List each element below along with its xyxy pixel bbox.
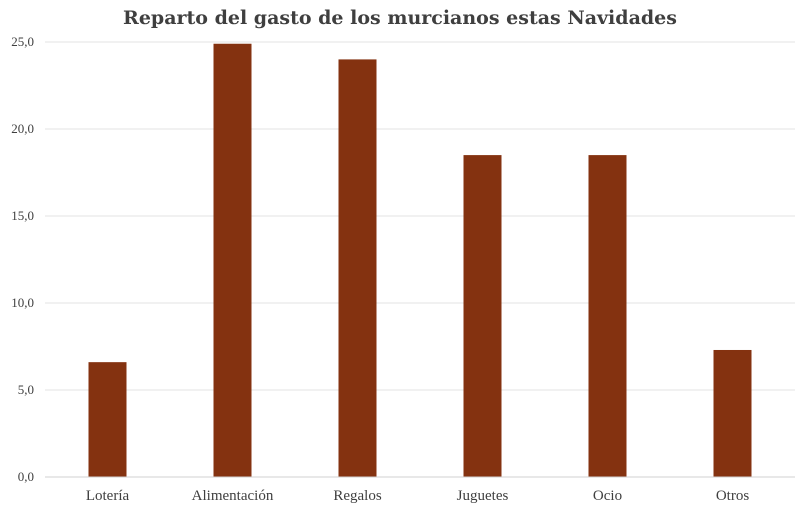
x-category-label: Ocio <box>593 488 622 504</box>
x-category-label: Juguetes <box>457 488 509 504</box>
x-category-label: Regalos <box>333 488 381 504</box>
x-category-label: Alimentación <box>192 488 274 504</box>
y-tick-label: 5,0 <box>18 382 34 397</box>
y-tick-label: 25,0 <box>11 34 34 49</box>
x-category-label: Lotería <box>86 488 130 504</box>
x-category-label: Otros <box>716 488 749 504</box>
bar-2 <box>338 59 377 478</box>
y-axis-ticks: 0,0 5,0 10,0 15,0 20,0 25,0 <box>11 34 34 484</box>
y-tick-label: 15,0 <box>11 208 34 223</box>
bar-5 <box>713 349 752 477</box>
y-tick-label: 10,0 <box>11 295 34 310</box>
y-tick-label: 0,0 <box>18 469 34 484</box>
y-tick-label: 20,0 <box>11 121 34 136</box>
gridlines <box>45 41 795 391</box>
bar-1 <box>213 43 252 478</box>
bar-4 <box>588 155 627 477</box>
x-axis-categories: Lotería Alimentación Regalos Juguetes Ocio Ot… <box>86 488 749 504</box>
bar-3 <box>463 155 502 477</box>
bar-0 <box>88 362 127 477</box>
chart-title: Reparto del gasto de los murcianos estas… <box>123 7 677 29</box>
bars <box>88 43 752 478</box>
